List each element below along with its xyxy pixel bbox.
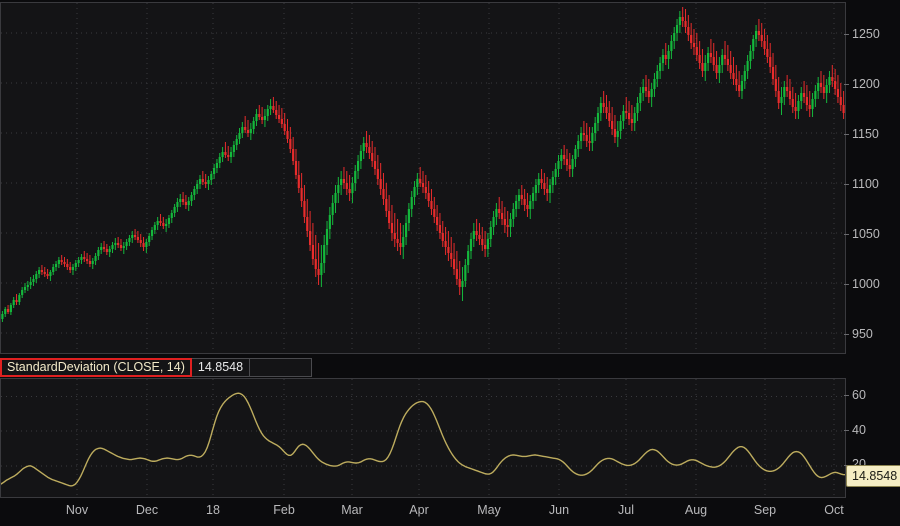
x-axis-tick-label: 18 (206, 503, 220, 517)
price-axis-tick-mark (844, 34, 849, 35)
indicator-chart-panel[interactable] (0, 378, 846, 498)
indicator-legend-spacer (250, 358, 313, 377)
x-axis-tick-label: Aug (684, 503, 708, 517)
price-axis-tick-mark (844, 184, 849, 185)
price-axis-tick: 1250 (852, 26, 880, 41)
price-axis-tick: 950 (852, 326, 873, 341)
price-axis-tick-mark (844, 134, 849, 135)
indicator-legend-value: 14.8548 (191, 358, 251, 377)
price-axis-tick: 1150 (852, 126, 879, 141)
indicator-axis-tick: 60 (852, 387, 866, 402)
price-axis-tick: 1000 (852, 276, 880, 291)
x-axis-tick-label: Sep (753, 503, 777, 517)
price-axis-tick-mark (844, 84, 849, 85)
x-axis-tick-label: Mar (341, 503, 363, 517)
indicator-axis-tick: 40 (852, 422, 866, 437)
standard-deviation-line-svg (1, 379, 845, 497)
x-axis-tick-label: Feb (273, 503, 295, 517)
x-axis-tick-label: May (477, 503, 501, 517)
x-axis-tick-label: Apr (409, 503, 429, 517)
indicator-axis-tick-mark (844, 395, 849, 397)
candlestick-svg (1, 3, 845, 353)
price-axis-tick: 1100 (852, 176, 879, 191)
price-y-axis[interactable]: 950 1000 1050 1100 1150 1200 1250 (844, 2, 900, 354)
indicator-axis-tick-mark (844, 430, 849, 432)
x-axis-tick-label: Oct (824, 503, 844, 517)
price-plot-area[interactable] (1, 3, 845, 353)
price-axis-tick-mark (844, 234, 849, 235)
indicator-legend[interactable]: StandardDeviation (CLOSE, 14) 14.8548 (0, 358, 313, 377)
price-axis-tick: 1050 (852, 226, 880, 241)
price-axis-tick: 1200 (852, 76, 880, 91)
x-axis[interactable]: Nov Dec 18 Feb Mar Apr May Jun Jul Aug Sep Oct (0, 500, 900, 526)
indicator-legend-label[interactable]: StandardDeviation (CLOSE, 14) (0, 358, 192, 377)
x-axis-tick-label: Dec (135, 503, 159, 517)
indicator-plot-area[interactable] (1, 379, 845, 497)
x-axis-tick-label: Nov (65, 503, 89, 517)
price-axis-tick-mark (844, 284, 849, 285)
x-axis-tick-label: Jun (548, 503, 570, 517)
price-axis-tick-mark (844, 334, 849, 335)
x-axis-tick-label: Jul (618, 503, 634, 517)
indicator-last-value-badge: 14.8548 (846, 464, 900, 488)
price-chart-panel[interactable] (0, 2, 846, 354)
